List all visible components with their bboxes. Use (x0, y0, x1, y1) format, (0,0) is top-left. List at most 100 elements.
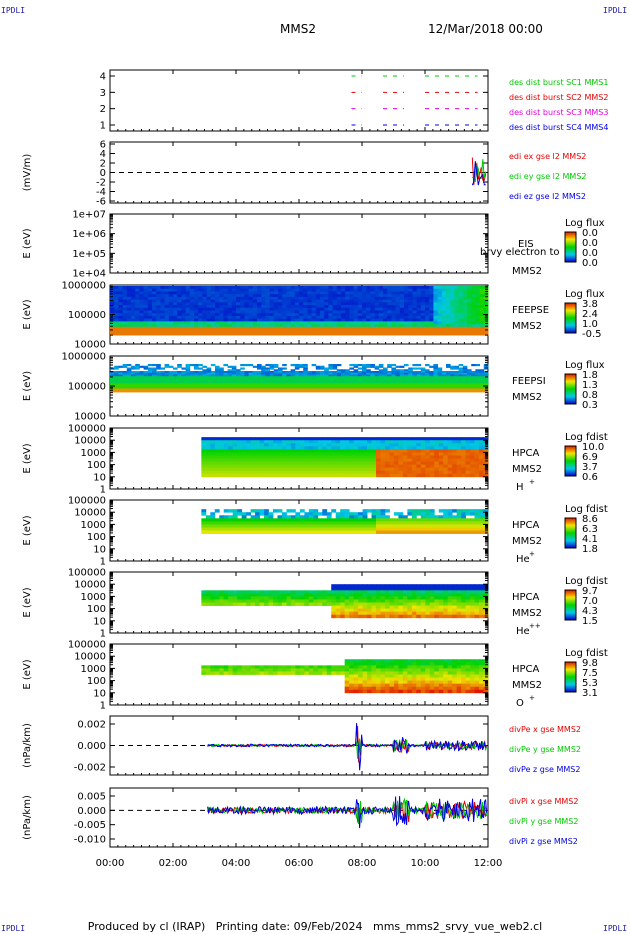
spectrogram-cell (223, 381, 228, 384)
spectrogram-cell (268, 518, 274, 522)
spectrogram-cell (173, 324, 178, 328)
spectrogram-cell (240, 296, 245, 301)
spectrogram-cell (317, 440, 323, 444)
spectrogram-cell (286, 371, 291, 374)
spectrogram-cell (231, 291, 237, 295)
spectrogram-cell (201, 464, 207, 469)
spectrogram-cell (259, 440, 265, 444)
spectrogram-cell (437, 286, 443, 290)
spectrogram-cell (387, 310, 392, 314)
spectrogram-cell (265, 326, 271, 331)
spectrogram-cell (389, 458, 395, 462)
spectrogram-cell (399, 374, 405, 377)
spectrogram-cell (252, 313, 258, 317)
spectrogram-cell (411, 467, 417, 472)
spectrogram-cell (228, 524, 234, 528)
spectrogram-cell (370, 379, 375, 382)
spectrogram-cell (408, 305, 413, 309)
spectrogram-cell (336, 318, 342, 322)
spectrogram-cell (336, 321, 342, 325)
spectrogram-cell (215, 371, 220, 374)
spectrogram-cell (374, 390, 380, 393)
spectrogram-cell (371, 512, 377, 516)
spectrogram-cell (147, 381, 153, 384)
spectrogram-cell (331, 464, 337, 469)
colorbar-label: -0.5 (582, 329, 602, 340)
spectrogram-cell (214, 509, 220, 513)
spectrogram-cell (411, 461, 417, 465)
spectrogram-cell (416, 379, 422, 382)
spectrogram-cell (294, 365, 300, 368)
spectrogram-cell (362, 443, 368, 447)
spectrogram-cell (273, 381, 279, 384)
spectrogram-cell (420, 313, 426, 317)
spectrogram-cell (335, 458, 341, 462)
spectrogram-cell (461, 458, 467, 462)
spectrogram-cell (362, 452, 368, 456)
spectrogram-cell (479, 524, 484, 528)
spectrogram-cell (370, 294, 376, 298)
spectrogram-cell (434, 524, 440, 528)
spectrogram-cell (308, 452, 314, 456)
hpca-spectrogram-6 (201, 509, 489, 534)
spectrogram-cell (185, 383, 191, 386)
spectrogram-cell (147, 291, 153, 295)
spectrogram-cell (194, 332, 199, 336)
spectrogram-cell (326, 518, 332, 522)
spectrogram-cell (265, 378, 270, 381)
spectrogram-cell (299, 386, 304, 389)
spectrogram-cell (437, 386, 443, 389)
spectrogram-cell (299, 461, 305, 465)
spectrogram-cell (278, 313, 283, 317)
spectrogram-cell (198, 294, 203, 298)
spectrogram-cell (198, 286, 203, 290)
spectrogram-cell (139, 291, 145, 295)
spectrogram-cell (412, 372, 417, 375)
spectrogram-cell (240, 371, 245, 374)
spectrogram-cell (454, 385, 459, 388)
spectrogram-cell (378, 390, 384, 393)
spectrogram-cell (387, 302, 392, 306)
spectrogram-cell (340, 443, 346, 447)
spectrogram-cell (340, 524, 346, 528)
spectrogram-cell (479, 310, 485, 314)
spectrogram-cell (223, 464, 229, 469)
spectrogram-cell (331, 440, 337, 444)
spectrogram-cell (434, 527, 440, 531)
spectrogram-cell (160, 376, 165, 379)
spectrogram-cell (374, 386, 380, 389)
spectrogram-cell (336, 299, 342, 303)
spectrogram-cell (194, 310, 199, 314)
spectrogram-cell (214, 458, 220, 462)
spectrogram-cell (465, 446, 471, 450)
spectrogram-cell (294, 332, 300, 336)
spectrogram-cell (332, 294, 338, 298)
spectrogram-cell (286, 390, 291, 393)
spectrogram-cell (173, 372, 178, 375)
spectrogram-cell (479, 288, 485, 292)
spectrogram-cell (286, 310, 292, 314)
colorbar-title-4: Log flux (565, 360, 605, 371)
spectrogram-cell (465, 440, 471, 444)
spectrogram-cell (311, 371, 317, 374)
spectrogram-cell (143, 288, 149, 292)
spectrogram-cell (202, 291, 208, 295)
spectrogram-cell (483, 374, 489, 377)
spectrogram-cell (152, 324, 157, 328)
spectrogram-cell (412, 296, 418, 301)
spectrogram-cell (232, 509, 238, 513)
spectrogram-cell (240, 318, 245, 322)
spectrogram-cell (210, 383, 216, 386)
spectrogram-cell (304, 455, 310, 459)
spectrogram-cell (335, 470, 341, 475)
spectrogram-cell (219, 291, 224, 295)
spectrogram-cell (433, 332, 439, 336)
spectrogram-cell (454, 374, 459, 377)
spectrogram-cell (458, 318, 464, 322)
spectrogram-cell (143, 390, 149, 393)
spectrogram-cell (257, 385, 262, 388)
spectrogram-cell (326, 449, 332, 453)
colorbar-label: 1.0 (582, 319, 598, 330)
eis-tick-label: 1e+07 (72, 210, 106, 221)
spectrogram-cell (374, 365, 380, 368)
